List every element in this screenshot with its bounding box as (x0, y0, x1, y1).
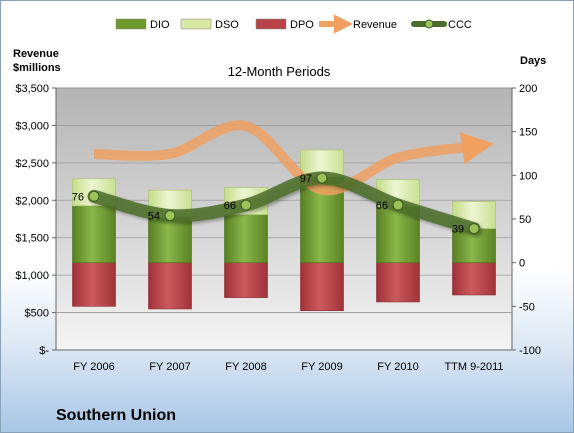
plot-area: $- $500 $1,000 $1,500 $2,000 $2,500 $3,000 $3,5… (15, 83, 541, 373)
ccc-data-label: 66 (376, 200, 388, 212)
left-tick-label: $3,500 (15, 83, 49, 95)
bar-dpo (148, 262, 192, 310)
left-tick-label: $3,000 (15, 120, 49, 132)
category-label: FY 2006 (73, 361, 114, 373)
category-label: FY 2009 (301, 361, 342, 373)
right-axis-title: Days (520, 55, 546, 67)
right-tick-label: -50 (519, 301, 535, 313)
ccc-data-label: 54 (148, 211, 160, 223)
bar-dio (224, 214, 268, 263)
legend-swatch-dpo (255, 18, 287, 30)
bar-dio (148, 216, 192, 263)
left-axis-title-line1: Revenue (13, 48, 59, 60)
left-tick-label: $500 (25, 308, 49, 320)
legend-label-dso: DSO (215, 19, 239, 31)
ccc-point (240, 199, 252, 211)
category-label: FY 2010 (377, 361, 418, 373)
right-tick-label: -100 (519, 345, 541, 357)
category-label: FY 2007 (149, 361, 190, 373)
left-tick-label: $2,000 (15, 195, 49, 207)
legend-label-dpo: DPO (290, 19, 314, 31)
company-name: Southern Union (56, 407, 176, 424)
left-tick-label: $2,500 (15, 158, 49, 170)
ccc-data-label: 97 (300, 173, 312, 185)
left-axis-title-line2: $millions (13, 62, 61, 74)
legend-swatch-dio (115, 18, 147, 30)
chart-title: 12-Month Periods (228, 64, 331, 79)
ccc-data-label: 39 (452, 224, 464, 236)
bar-dpo (224, 262, 268, 298)
ccc-point (164, 210, 176, 222)
category-label: FY 2008 (225, 361, 266, 373)
right-tick-label: 200 (519, 83, 537, 95)
right-tick-label: 100 (519, 170, 537, 182)
right-tick-label: 150 (519, 127, 537, 139)
ccc-point (392, 199, 404, 211)
right-tick-label: 0 (519, 258, 525, 270)
ccc-point (468, 223, 480, 235)
legend-label-ccc: CCC (448, 19, 472, 31)
ccc-point (316, 172, 328, 184)
left-tick-label: $1,500 (15, 233, 49, 245)
left-tick-label: $1,000 (15, 270, 49, 282)
category-label: TTM 9-2011 (444, 361, 503, 373)
bar-dpo (72, 262, 116, 307)
ccc-point (88, 190, 100, 202)
bar-dpo (300, 262, 344, 311)
bar-dio (72, 205, 116, 263)
bar-dpo (452, 262, 496, 296)
revenue-line (93, 120, 494, 196)
left-tick-label: $- (39, 345, 49, 357)
legend-swatch-ccc-marker (424, 19, 434, 29)
legend-label-dio: DIO (150, 19, 170, 31)
legend-label-revenue: Revenue (353, 19, 397, 31)
bar-dpo (376, 262, 420, 303)
ccc-data-label: 66 (224, 200, 236, 212)
legend-swatch-dso (180, 18, 212, 30)
ccc-data-label: 76 (72, 191, 84, 203)
right-tick-label: 50 (519, 214, 531, 226)
legend: DIO DSO DPO Revenue CCC (115, 14, 472, 34)
